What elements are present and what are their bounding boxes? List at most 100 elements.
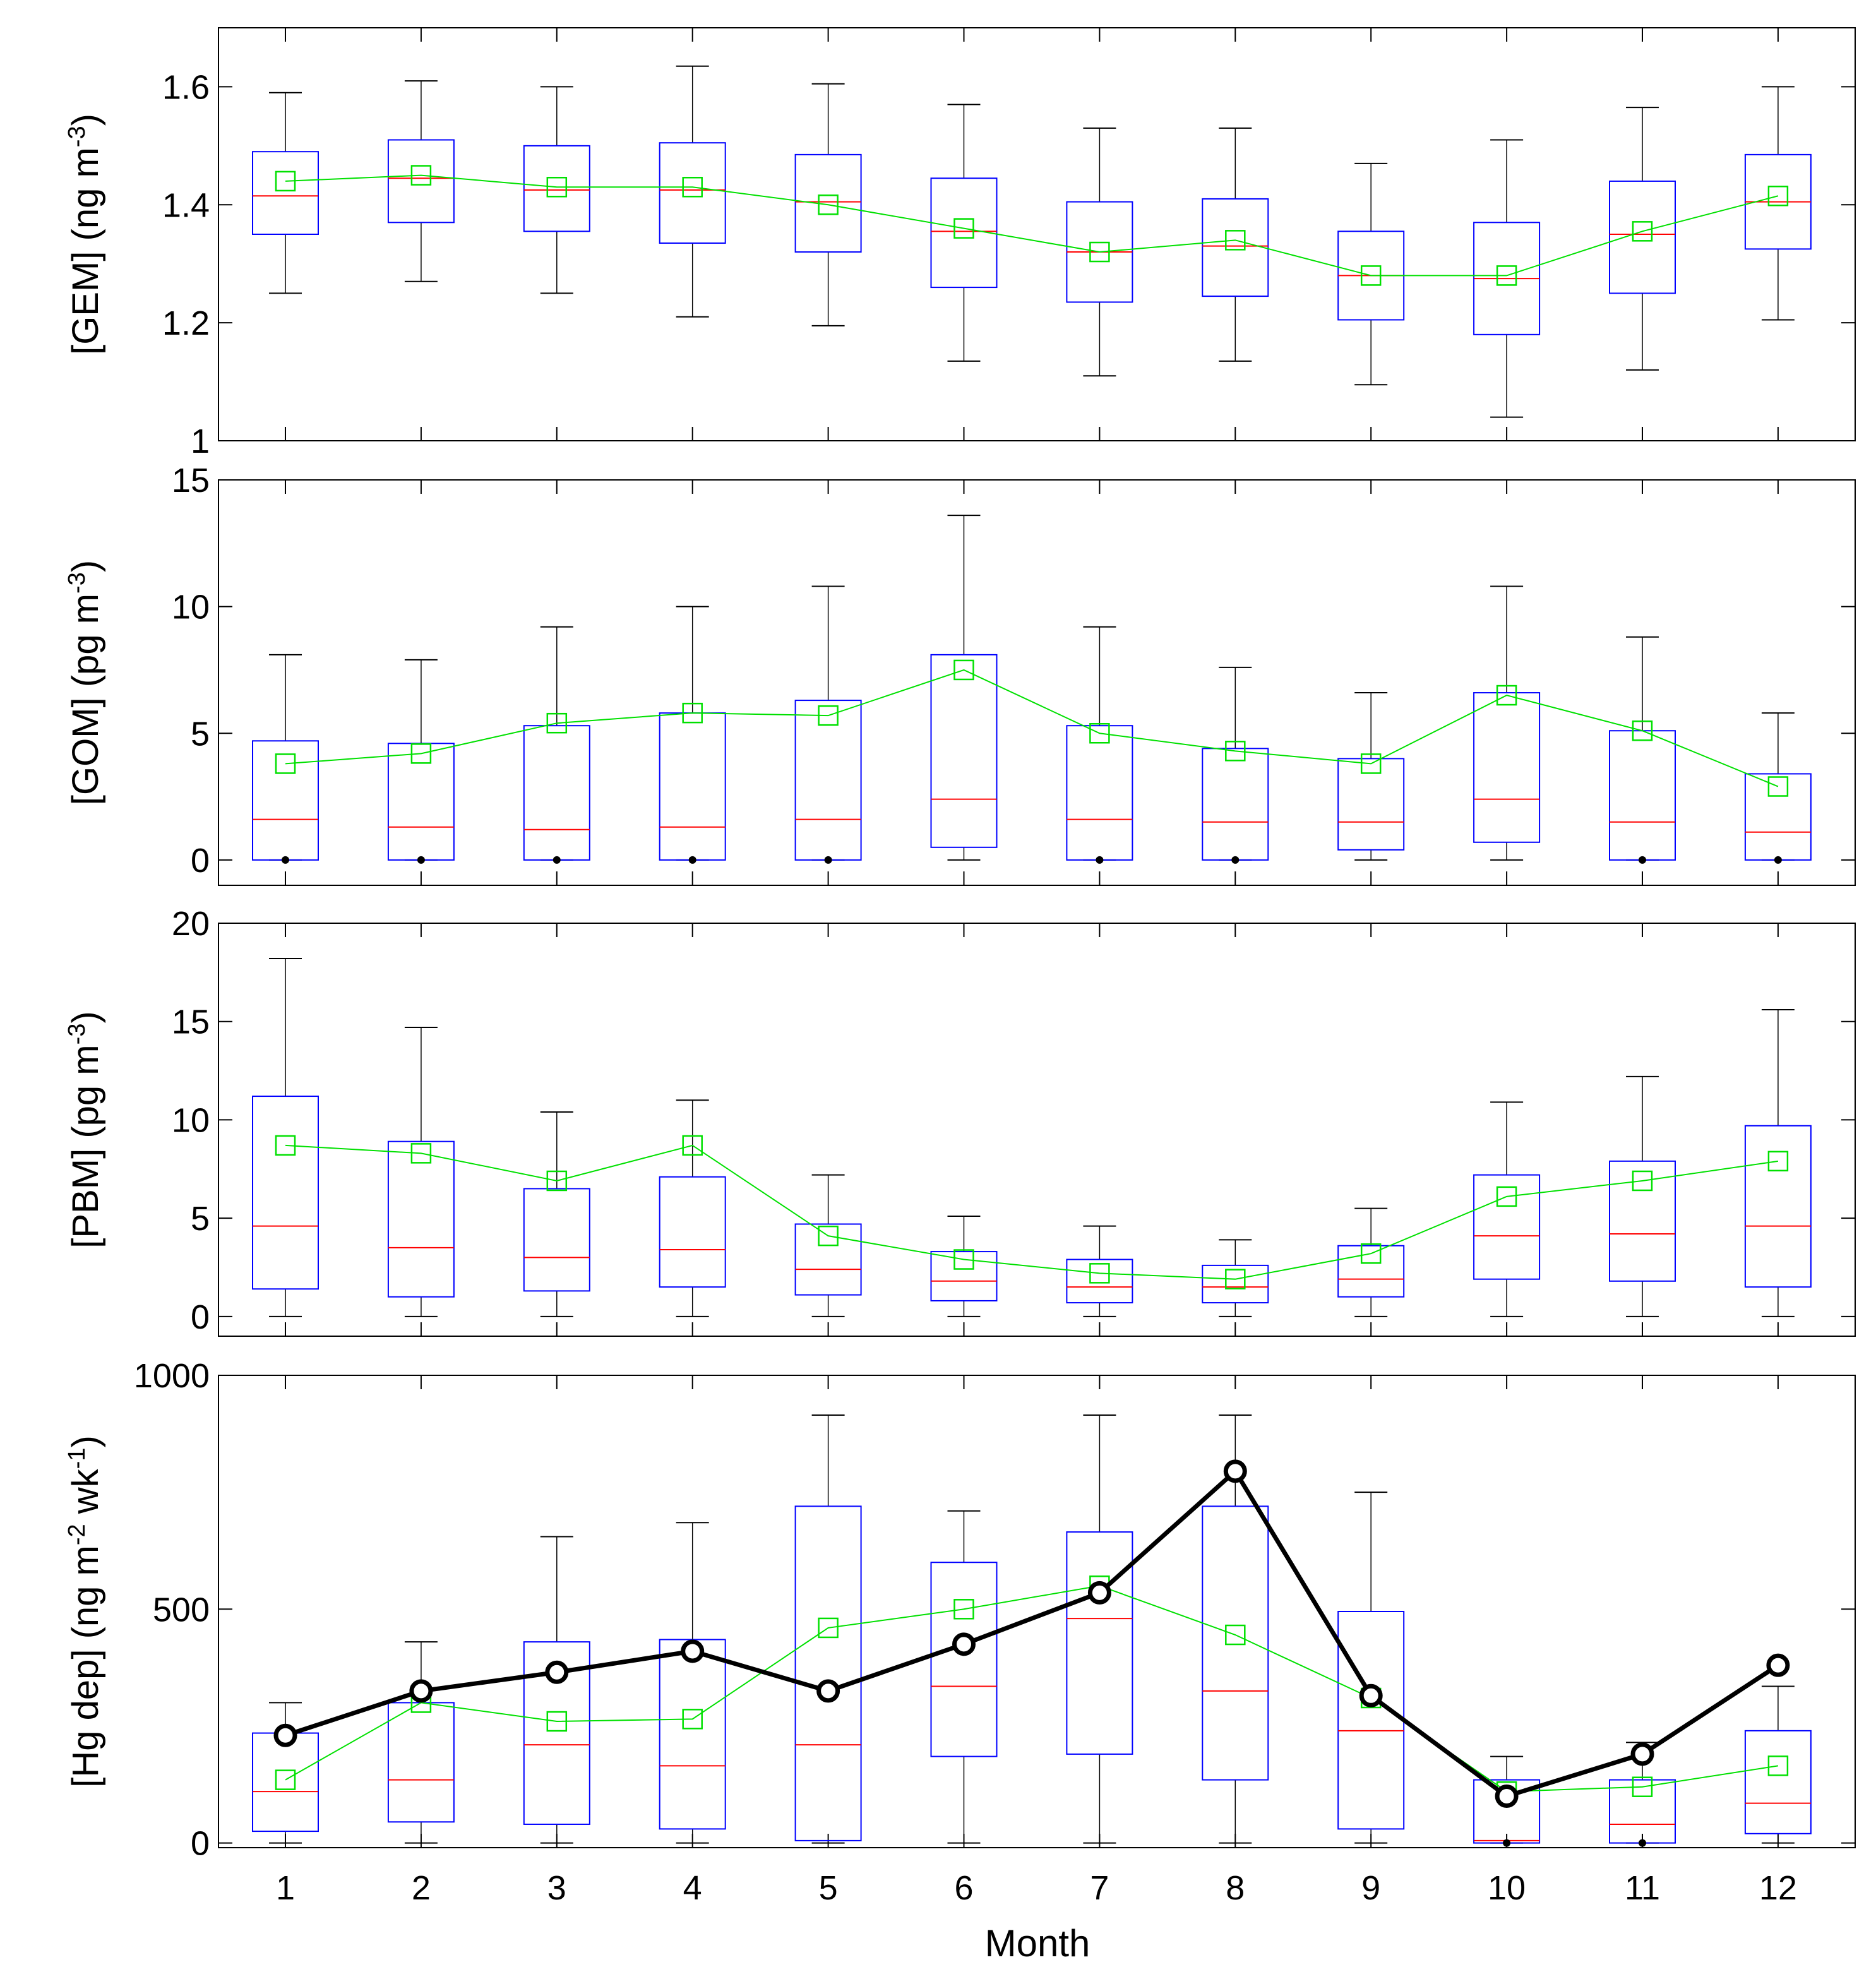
y-tick-label: 0 [191, 1298, 210, 1336]
mean-marker [1089, 241, 1110, 263]
iqr-box [794, 153, 862, 253]
mean-marker [818, 194, 839, 215]
x-tick-label: 6 [954, 1869, 973, 1907]
x-tick-label: 7 [1090, 1869, 1109, 1907]
iqr-box [659, 142, 726, 244]
mean-marker [953, 1599, 974, 1620]
box-month-3 [523, 86, 590, 294]
y-axis-label: [GOM] (pg m-3) [64, 560, 106, 805]
box-month-10 [1473, 1101, 1541, 1317]
mean-marker [953, 218, 974, 239]
mean-marker [1767, 776, 1789, 797]
iqr-box [930, 1562, 998, 1757]
mean-marker [275, 1769, 296, 1790]
mean-marker [953, 659, 974, 681]
mean-marker [1225, 230, 1246, 251]
deposition-marker [1223, 1459, 1247, 1483]
mean-marker [1632, 221, 1653, 242]
mean-marker [1360, 753, 1382, 774]
mean-marker [682, 702, 703, 724]
box-month-11 [1609, 1075, 1676, 1317]
mean-marker [953, 1249, 974, 1270]
iqr-box [1744, 1125, 1812, 1288]
y-axis-label-part: [Hg dep] (ng m [65, 1545, 106, 1788]
x-axis-title: Month [985, 1922, 1090, 1964]
axes-frame [218, 479, 1856, 886]
iqr-box [523, 145, 590, 232]
mean-marker [1767, 1755, 1789, 1776]
mean-marker [1632, 1776, 1653, 1797]
deposition-marker [816, 1679, 840, 1703]
box-month-7 [1066, 127, 1133, 377]
mean-marker [1496, 1186, 1517, 1207]
iqr-box [930, 1251, 998, 1301]
panel-gem: 1 1.2 1.4 1.6 [GEM] (ng m-3) [64, 27, 1856, 460]
iqr-box [387, 1140, 455, 1298]
mean-marker [1496, 265, 1517, 286]
mean-marker [682, 177, 703, 198]
box-month-4 [659, 1099, 726, 1317]
y-axis-label-superscript: -3 [64, 572, 90, 594]
axes-frame [218, 1375, 1856, 1848]
box-month-9 [1337, 692, 1405, 861]
outlier-point [1503, 1839, 1511, 1847]
y-axis-label: [PBM] (pg m-3) [64, 1011, 106, 1248]
iqr-box [252, 1096, 319, 1290]
mean-marker [1360, 1243, 1382, 1264]
y-axis-label-superscript: -3 [64, 126, 90, 147]
iqr-box [659, 1639, 726, 1830]
y-axis-label-part: [GOM] (pg m [65, 594, 106, 805]
deposition-marker [1495, 1785, 1519, 1809]
iqr-box [1609, 180, 1676, 294]
box-month-8 [1202, 1239, 1269, 1317]
iqr-box [794, 1223, 862, 1296]
y-tick-label: 0 [191, 842, 210, 880]
iqr-box [930, 654, 998, 848]
iqr-box [1202, 1505, 1269, 1781]
outlier-point [1639, 1839, 1646, 1847]
iqr-box [1202, 198, 1269, 297]
x-tick-label: 12 [1759, 1869, 1797, 1907]
y-tick-label: 1000 [134, 1357, 210, 1395]
box-month-8 [1202, 127, 1269, 362]
y-tick-label: 5 [191, 1200, 210, 1238]
y-axis-label-part: [GEM] (ng m [65, 147, 106, 355]
box-month-5 [794, 1174, 862, 1317]
outlier-point [1639, 856, 1646, 864]
iqr-box [794, 1505, 862, 1841]
mean-marker [1632, 1170, 1653, 1192]
y-axis-label-superscript: -2 [64, 1524, 90, 1545]
mean-marker [410, 1143, 432, 1164]
mean-marker [818, 1617, 839, 1639]
outlier-point [417, 856, 425, 864]
mean-marker [410, 165, 432, 186]
mean-marker [682, 1709, 703, 1730]
mean-marker [1089, 1263, 1110, 1284]
x-tick-label: 3 [547, 1869, 566, 1907]
mean-marker [1767, 186, 1789, 206]
x-tick-label: 11 [1625, 1869, 1660, 1907]
iqr-box [930, 177, 998, 289]
y-tick-label: 1.4 [162, 186, 210, 224]
axes-frame [218, 923, 1856, 1337]
mean-marker [1225, 1624, 1246, 1646]
mean-marker [1632, 720, 1653, 741]
mean-marker [1225, 741, 1246, 762]
mean-marker [1767, 1151, 1789, 1172]
mean-marker [410, 743, 432, 764]
mean-marker [818, 1225, 839, 1247]
y-axis-label-part: wk [65, 1468, 106, 1524]
iqr-box [1066, 1531, 1133, 1755]
y-axis-label-part: [PBM] (pg m [65, 1044, 106, 1248]
panel-pbm: 0 5 10 15 20 [PBM] (pg m-3) [64, 905, 1856, 1337]
box-month-5 [794, 1414, 862, 1844]
box-month-6 [930, 104, 998, 362]
y-tick-label: 1 [191, 422, 210, 460]
deposition-marker [1630, 1742, 1654, 1766]
box-month-3 [523, 1536, 590, 1844]
outlier-point [688, 856, 696, 864]
box-month-1 [252, 92, 319, 294]
panel-gom: 0 5 10 15 [GOM] (pg m-3) [64, 462, 1856, 886]
